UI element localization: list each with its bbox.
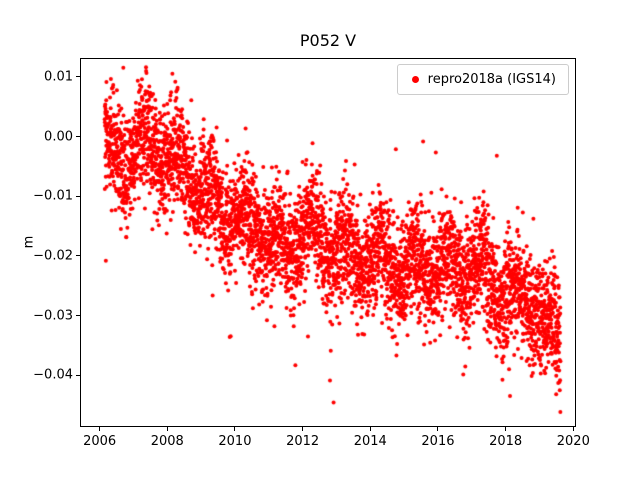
y-tick-mark (76, 255, 80, 257)
x-tick-mark (369, 427, 371, 431)
x-tick-mark (572, 427, 574, 431)
y-tick-label: −0.02 (33, 248, 73, 264)
x-tick-mark (166, 427, 168, 431)
x-tick-label: 2006 (83, 434, 117, 449)
x-tick-mark (234, 427, 236, 431)
x-tick-label: 2020 (556, 434, 590, 449)
legend-label: repro2018a (IGS14) (427, 72, 556, 87)
x-tick-mark (99, 427, 101, 431)
x-tick-mark (302, 427, 304, 431)
x-tick-label: 2012 (286, 434, 320, 449)
x-tick-label: 2010 (218, 434, 252, 449)
x-tick-label: 2008 (150, 434, 184, 449)
y-tick-label: −0.03 (33, 308, 73, 324)
x-tick-mark (505, 427, 507, 431)
x-tick-mark (437, 427, 439, 431)
y-tick-mark (76, 76, 80, 78)
plot-area: repro2018a (IGS14) (80, 58, 576, 427)
y-tick-label: 0.01 (44, 69, 73, 85)
y-tick-label: 0.00 (44, 129, 73, 145)
x-tick-label: 2018 (489, 434, 523, 449)
x-tick-label: 2014 (353, 434, 387, 449)
y-tick-mark (76, 195, 80, 197)
legend-marker-dot-icon (411, 76, 419, 83)
y-axis-label: m (21, 235, 37, 249)
y-tick-mark (76, 136, 80, 138)
x-tick-label: 2016 (421, 434, 455, 449)
y-tick-label: −0.04 (33, 367, 73, 383)
chart-title: P052 V (299, 31, 357, 50)
y-tick-mark (76, 374, 80, 376)
y-tick-label: −0.01 (33, 188, 73, 204)
legend: repro2018a (IGS14) (396, 64, 569, 95)
scatter-canvas (81, 59, 575, 426)
y-tick-mark (76, 315, 80, 317)
